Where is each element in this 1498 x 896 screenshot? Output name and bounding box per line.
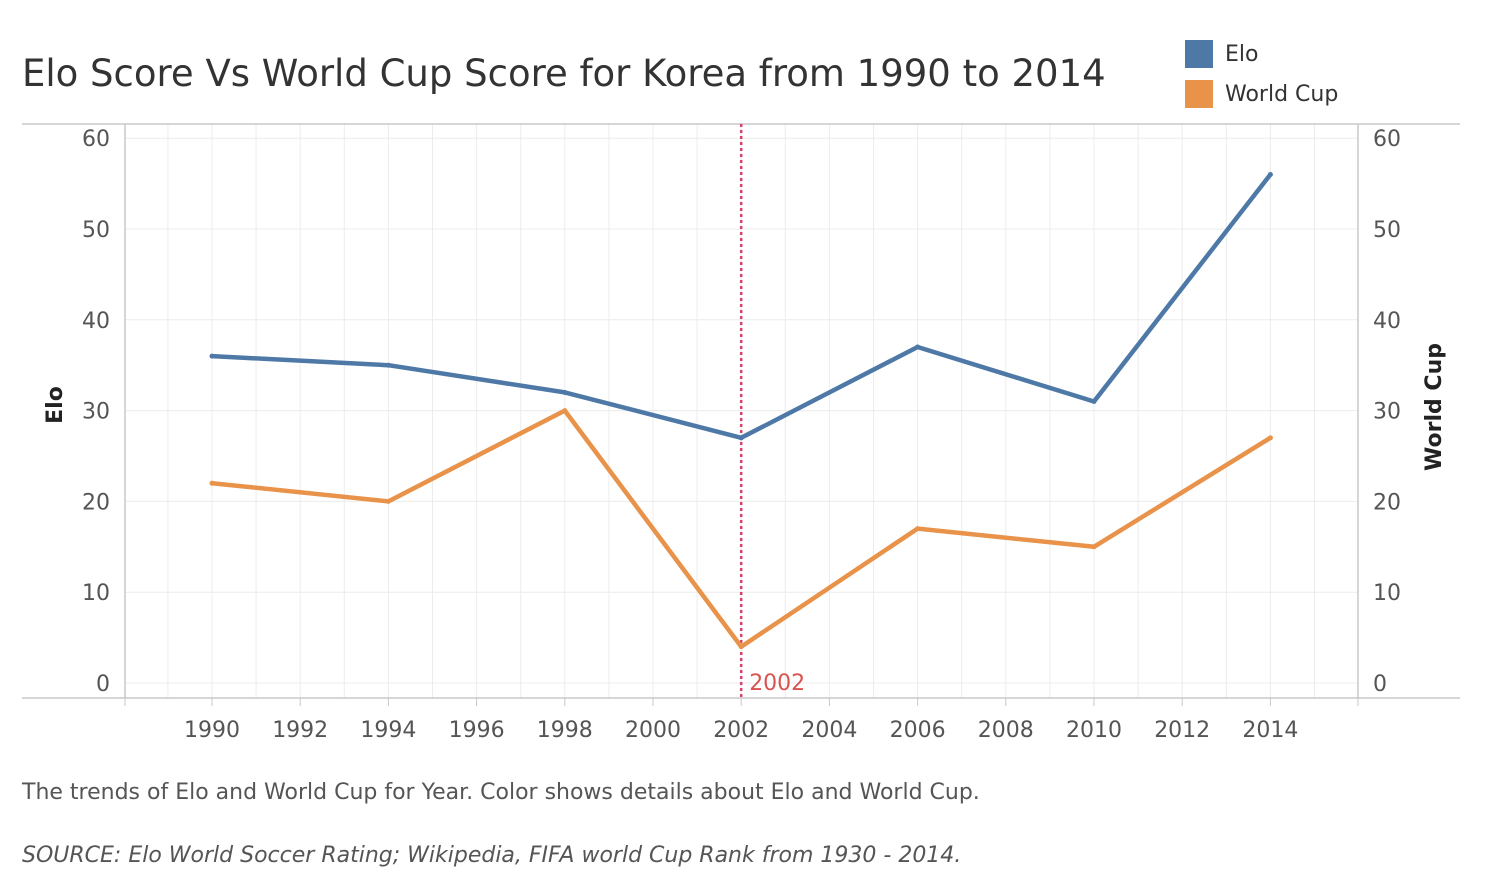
legend-label-elo: Elo bbox=[1225, 41, 1259, 67]
y-tick-label-right: 40 bbox=[1373, 309, 1401, 334]
y-tick-label-right: 60 bbox=[1373, 127, 1401, 152]
x-tick-label: 1996 bbox=[449, 718, 505, 743]
y-tick-label-right: 20 bbox=[1373, 490, 1401, 515]
series-point-elo bbox=[209, 353, 215, 359]
reference-line-label: 2002 bbox=[749, 671, 805, 696]
chart-title: Elo Score Vs World Cup Score for Korea f… bbox=[22, 52, 1106, 95]
x-tick-label: 1998 bbox=[537, 718, 593, 743]
legend-label-world-cup: World Cup bbox=[1225, 81, 1339, 107]
y-tick-label-left: 60 bbox=[82, 127, 110, 152]
x-tick-label: 2014 bbox=[1242, 718, 1298, 743]
y-tick-label-left: 30 bbox=[82, 400, 110, 425]
x-tick-label: 2012 bbox=[1154, 718, 1210, 743]
x-tick-label: 1994 bbox=[360, 718, 416, 743]
y-tick-label-left: 0 bbox=[96, 672, 110, 697]
series-point-world-cup bbox=[738, 644, 744, 650]
y-tick-label-left: 40 bbox=[82, 309, 110, 334]
series-point-elo bbox=[1091, 399, 1097, 405]
series-point-elo bbox=[385, 362, 391, 368]
series-point-elo bbox=[1267, 172, 1273, 178]
series-point-world-cup bbox=[385, 498, 391, 504]
x-tick-label: 2000 bbox=[625, 718, 681, 743]
x-tick-label: 2006 bbox=[890, 718, 946, 743]
series-point-world-cup bbox=[1091, 544, 1097, 550]
legend-swatch-world-cup bbox=[1185, 80, 1213, 108]
chart-caption: The trends of Elo and World Cup for Year… bbox=[22, 780, 980, 805]
x-tick-label: 2002 bbox=[713, 718, 769, 743]
legend-swatch-elo bbox=[1185, 40, 1213, 68]
series-point-elo bbox=[738, 435, 744, 441]
y-axis-title-right: World Cup bbox=[1422, 343, 1447, 471]
y-tick-label-right: 10 bbox=[1373, 581, 1401, 606]
series-point-elo bbox=[915, 344, 921, 350]
y-tick-label-left: 20 bbox=[82, 490, 110, 515]
y-tick-label-left: 10 bbox=[82, 581, 110, 606]
x-tick-label: 2008 bbox=[978, 718, 1034, 743]
series-point-world-cup bbox=[562, 408, 568, 414]
legend-item-elo[interactable]: Elo bbox=[1185, 40, 1258, 68]
y-tick-label-left: 50 bbox=[82, 218, 110, 243]
x-tick-label: 2010 bbox=[1066, 718, 1122, 743]
series-point-world-cup bbox=[1267, 435, 1273, 441]
series-point-world-cup bbox=[915, 526, 921, 532]
y-tick-label-right: 0 bbox=[1373, 672, 1387, 697]
series-point-world-cup bbox=[209, 480, 215, 486]
y-tick-label-right: 50 bbox=[1373, 218, 1401, 243]
y-tick-label-right: 30 bbox=[1373, 400, 1401, 425]
y-axis-title-left: Elo bbox=[43, 386, 68, 424]
x-tick-label: 1992 bbox=[272, 718, 328, 743]
chart-source: SOURCE: Elo World Soccer Rating; Wikiped… bbox=[22, 843, 962, 868]
x-tick-label: 2004 bbox=[801, 718, 857, 743]
x-tick-label: 1990 bbox=[184, 718, 240, 743]
legend-item-world-cup[interactable]: World Cup bbox=[1185, 80, 1338, 108]
series-point-elo bbox=[562, 389, 568, 395]
